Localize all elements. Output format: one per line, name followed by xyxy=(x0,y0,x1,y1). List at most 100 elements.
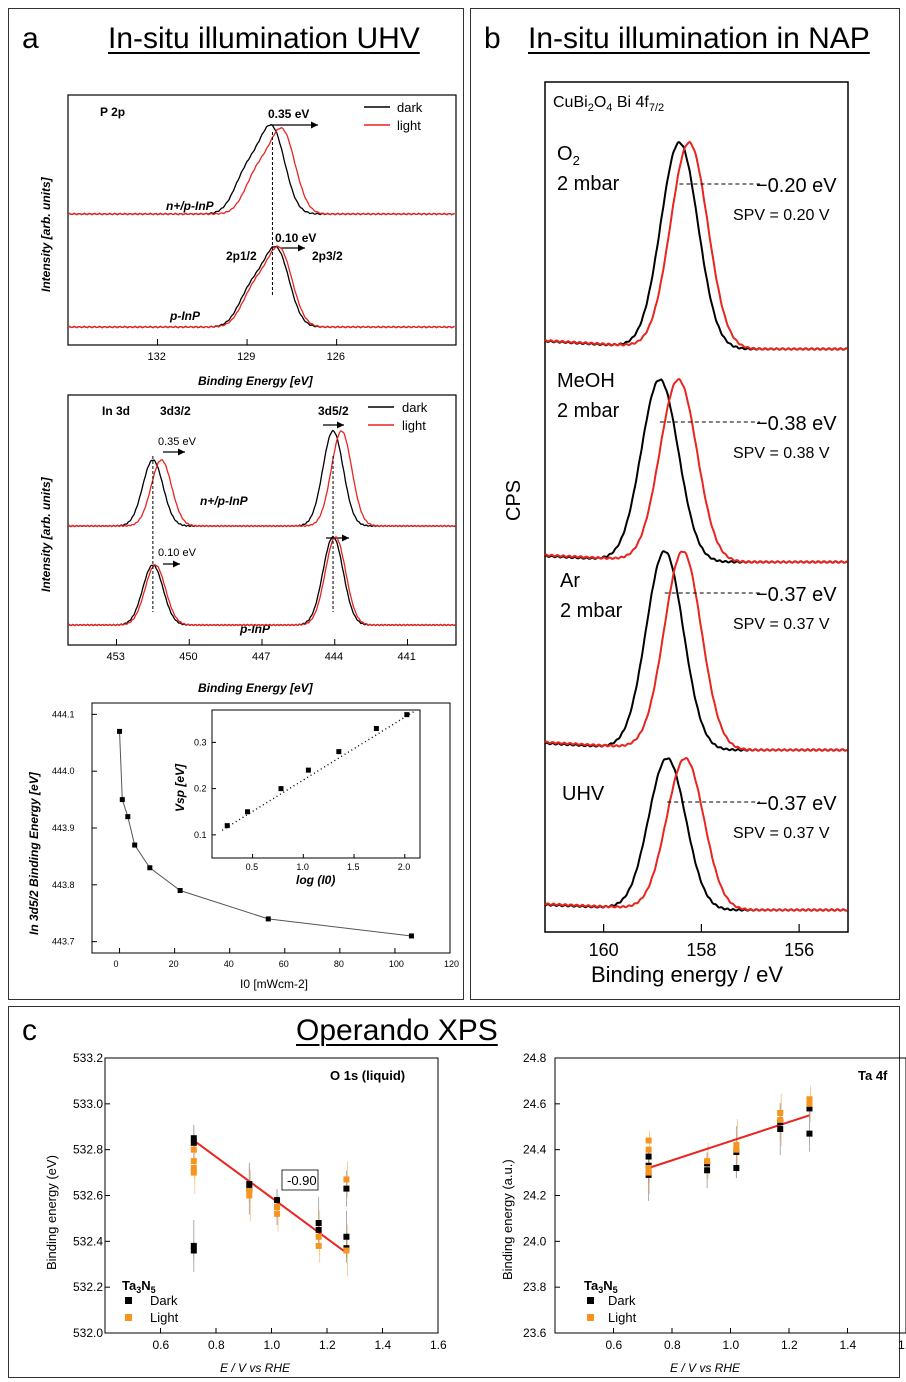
o1s-point-dark xyxy=(343,1185,350,1192)
bi4f-condition-label: UHV xyxy=(562,783,605,805)
be-point xyxy=(119,797,125,803)
inset-xtick-label: 0.5 xyxy=(246,862,259,872)
ta4f-ytick-label: 24.8 xyxy=(523,1051,547,1065)
ta4f-ylabel: Binding energy (a.u.) xyxy=(500,1159,515,1280)
o1s-ytick-label: 532.8 xyxy=(73,1143,103,1157)
ta4f-point-light xyxy=(645,1165,652,1171)
o1s-legend-light: Light xyxy=(150,1310,179,1325)
ta4f-point-light xyxy=(645,1137,652,1144)
o1s-legend-dark-marker xyxy=(125,1297,132,1304)
bi4f-ylabel: CPS xyxy=(503,480,525,521)
o1s-point-light xyxy=(246,1192,253,1199)
bi4f-pressure-label: 2 mbar xyxy=(560,600,623,622)
p2p-annot-2p12: 2p1/2 xyxy=(226,249,257,263)
ta4f-xtick-label: 0.6 xyxy=(606,1338,623,1352)
bi4f-xtick-label: 160 xyxy=(589,940,619,960)
in3d-xtick-label: 444 xyxy=(325,651,343,663)
inset-point xyxy=(245,809,251,815)
in3d-sample-np: n+/p-InP xyxy=(200,494,249,508)
bi4f-condition-label: MeOH xyxy=(557,370,615,392)
be-ytick-label: 444.0 xyxy=(52,766,75,776)
o1s-xtick-label: 1.2 xyxy=(319,1338,336,1352)
be-ytick-label: 444.1 xyxy=(52,709,75,719)
ta4f-point-light xyxy=(733,1142,740,1149)
ta4f-legend-dark-marker xyxy=(587,1297,594,1304)
o1s-label: O 1s (liquid) xyxy=(330,1068,405,1083)
ta4f-point-light xyxy=(806,1100,813,1107)
ta4f-point-dark xyxy=(777,1126,784,1133)
o1s-point-light xyxy=(190,1146,197,1153)
inset-xtick-label: 2.0 xyxy=(398,862,411,872)
ta4f-point-dark xyxy=(806,1105,813,1112)
o1s-point-light xyxy=(190,1158,197,1165)
bi4f-curve xyxy=(544,550,848,752)
be-xlabel: I0 [mWcm-2] xyxy=(240,977,308,991)
bi4f-curve xyxy=(544,757,848,912)
ta4f-ytick-label: 23.8 xyxy=(523,1280,547,1294)
inset-ytick-label: 0.2 xyxy=(194,784,207,794)
inset-fit-line xyxy=(221,710,416,831)
ta4f-point-light xyxy=(733,1146,740,1153)
be-xtick-label: 120 xyxy=(444,959,459,969)
bi4f-shift-label: −0.37 eV xyxy=(756,584,837,606)
o1s-point-dark xyxy=(190,1242,197,1249)
o1s-xtick-label: 0.6 xyxy=(153,1338,170,1352)
panel-c-frame xyxy=(8,1006,900,1378)
be-point xyxy=(177,888,183,893)
in3d-annot-3d32: 3d3/2 xyxy=(160,404,191,418)
be-xtick-label: 80 xyxy=(334,959,344,969)
panel-b-frame xyxy=(470,8,900,1000)
bi4f-xtick-label: 156 xyxy=(784,940,814,960)
p2p-legend-light: light xyxy=(397,118,421,133)
o1s-point-light xyxy=(246,1187,253,1194)
ta4f-xtick-label: 1.6 xyxy=(898,1338,906,1352)
bi4f-curve xyxy=(544,377,848,564)
bi4f-spv-label: SPV = 0.20 V xyxy=(733,207,830,224)
be-ylabel: In 3d5/2 Binding Energy [eV] xyxy=(27,771,41,935)
o1s-point-dark xyxy=(190,1247,197,1254)
o1s-ytick-label: 532.6 xyxy=(73,1189,103,1203)
bi4f-label: CuBi2O4 Bi 4f7/2 xyxy=(553,94,664,114)
be-ytick-label: 443.8 xyxy=(52,880,75,890)
o1s-point-light xyxy=(190,1169,197,1176)
o1s-point-light xyxy=(274,1203,281,1210)
o1s-xtick-label: 1.4 xyxy=(375,1338,392,1352)
in3d-ylabel: Intensity [arb. units] xyxy=(39,476,53,592)
ta4f-fit-line xyxy=(648,1114,810,1169)
ta4f-xtick-label: 0.8 xyxy=(664,1338,681,1352)
ta4f-ytick-label: 23.6 xyxy=(523,1326,547,1340)
p2p-plot: P 2p dark light 0.35 eV 0.10 eV 2p1/2 2p… xyxy=(39,94,457,388)
panel-b-title: In-situ illumination in NAP xyxy=(528,22,870,55)
o1s-ytick-label: 532.2 xyxy=(73,1280,103,1294)
bi4f-spv-label: SPV = 0.38 V xyxy=(733,445,830,462)
p2p-label: P 2p xyxy=(100,105,125,119)
ta4f-xtick-label: 1.2 xyxy=(781,1338,798,1352)
p2p-annot-035: 0.35 eV xyxy=(268,107,309,121)
in3d-xtick-label: 441 xyxy=(398,651,416,663)
be-point xyxy=(125,814,131,820)
panel-a-frame xyxy=(8,8,464,1000)
p2p-sample-np: n+/p-InP xyxy=(166,199,215,213)
o1s-point-dark xyxy=(315,1226,322,1233)
p2p-frame xyxy=(67,94,457,346)
ta4f-label: Ta 4f xyxy=(858,1068,888,1083)
in3d-xtick-label: 453 xyxy=(107,651,125,663)
bi4f-condition-label: Ar xyxy=(560,570,580,592)
panel-a-letter: a xyxy=(22,22,39,55)
ta4f-point-dark xyxy=(733,1165,740,1171)
p2p-curve xyxy=(67,245,455,329)
ta4f-point-light xyxy=(777,1116,784,1123)
be-xtick-label: 40 xyxy=(224,959,234,969)
bi4f-xtick-label: 158 xyxy=(686,940,716,960)
o1s-legend-title: Ta3N5 xyxy=(122,1278,156,1295)
ta4f-ytick-label: 24.2 xyxy=(523,1189,547,1203)
inset-ytick-label: 0.1 xyxy=(194,830,207,840)
o1s-point-light xyxy=(343,1247,350,1254)
ta4f-xtick-label: 1.0 xyxy=(723,1338,740,1352)
o1s-point-light xyxy=(315,1233,322,1240)
panel-a-title: In-situ illumination UHV xyxy=(108,22,420,55)
in3d-legend-dark: dark xyxy=(402,400,428,415)
o1s-ytick-label: 532.4 xyxy=(73,1234,103,1248)
in3d-annot-3d52: 3d5/2 xyxy=(318,404,349,418)
